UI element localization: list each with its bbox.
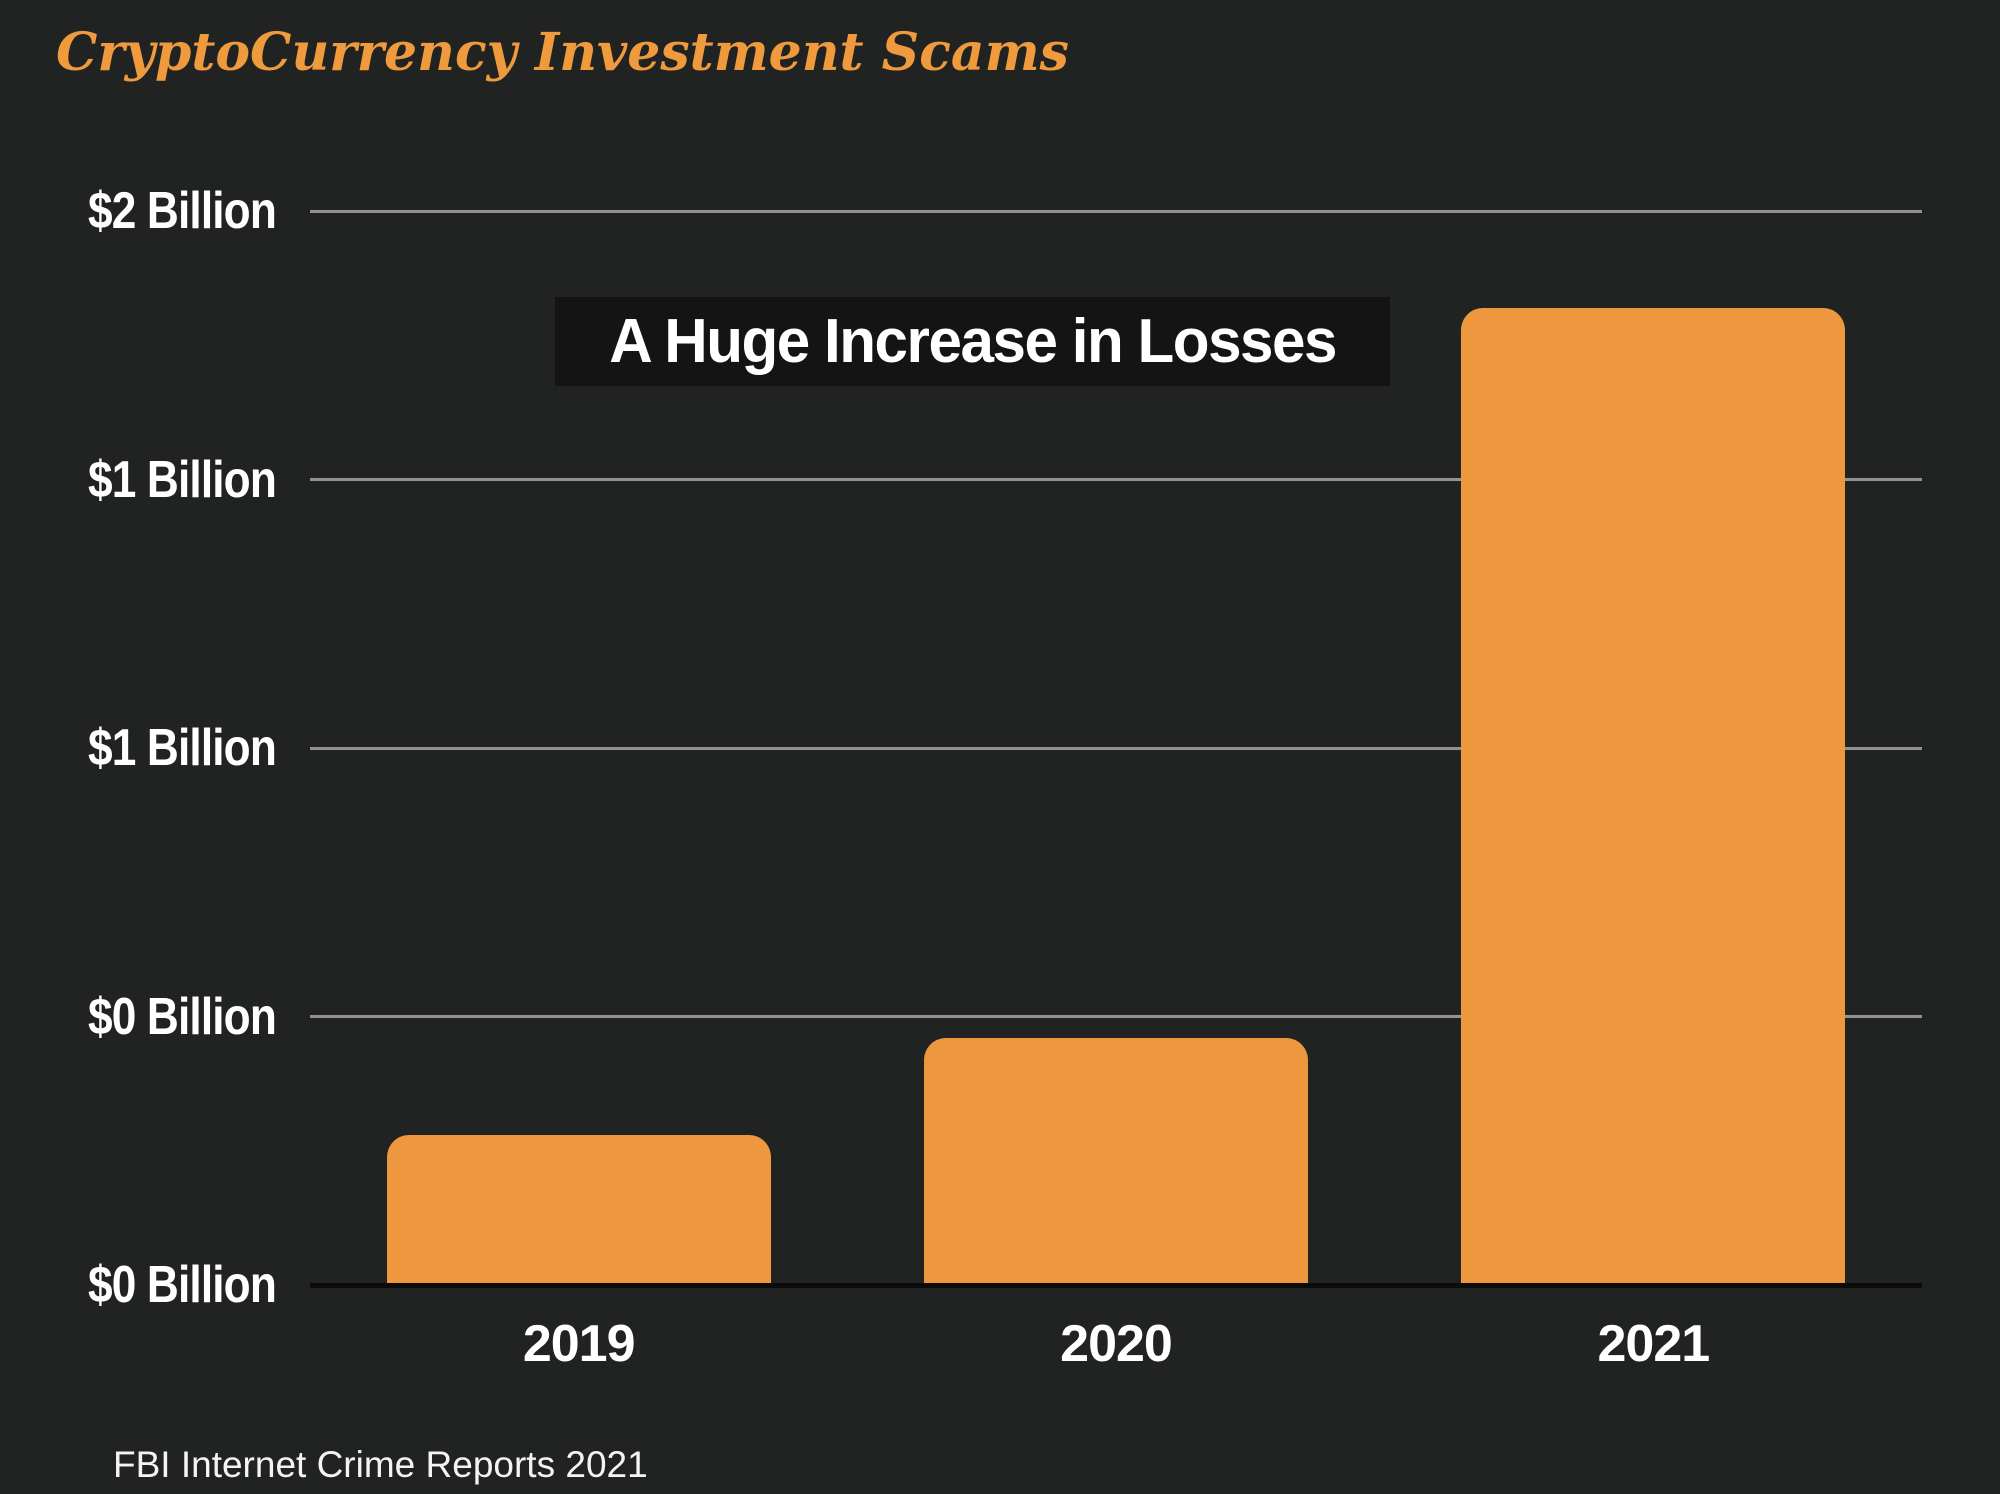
- chart-title: A Huge Increase in Losses: [609, 307, 1337, 376]
- x-axis-label-2019: 2019: [522, 1315, 636, 1373]
- gridline: [310, 478, 1922, 481]
- x-axis-label-2021: 2021: [1597, 1315, 1710, 1373]
- y-axis-tick-label: $0 Billion: [88, 987, 277, 1046]
- chart-title-banner: A Huge Increase in Losses: [555, 297, 1390, 386]
- gridline: [310, 746, 1922, 750]
- bar-2020: [924, 1037, 1308, 1285]
- y-axis-tick-label: $1 Billion: [88, 719, 277, 777]
- gridline: [310, 209, 1922, 213]
- y-axis-tick-label: $2 Billion: [88, 182, 277, 240]
- page-title: CryptoCurrency Investment Scams: [56, 22, 1069, 83]
- x-axis-line: [310, 1283, 1922, 1288]
- bar-2019: [386, 1134, 771, 1285]
- gridline: [310, 1015, 1922, 1018]
- source-note: FBI Internet Crime Reports 2021: [113, 1444, 648, 1485]
- x-axis-label-2020: 2020: [1060, 1315, 1173, 1373]
- y-axis-tick-label: $1 Billion: [88, 450, 277, 509]
- bar-2021: [1461, 307, 1846, 1285]
- y-axis-tick-label: $0 Billion: [88, 1256, 277, 1314]
